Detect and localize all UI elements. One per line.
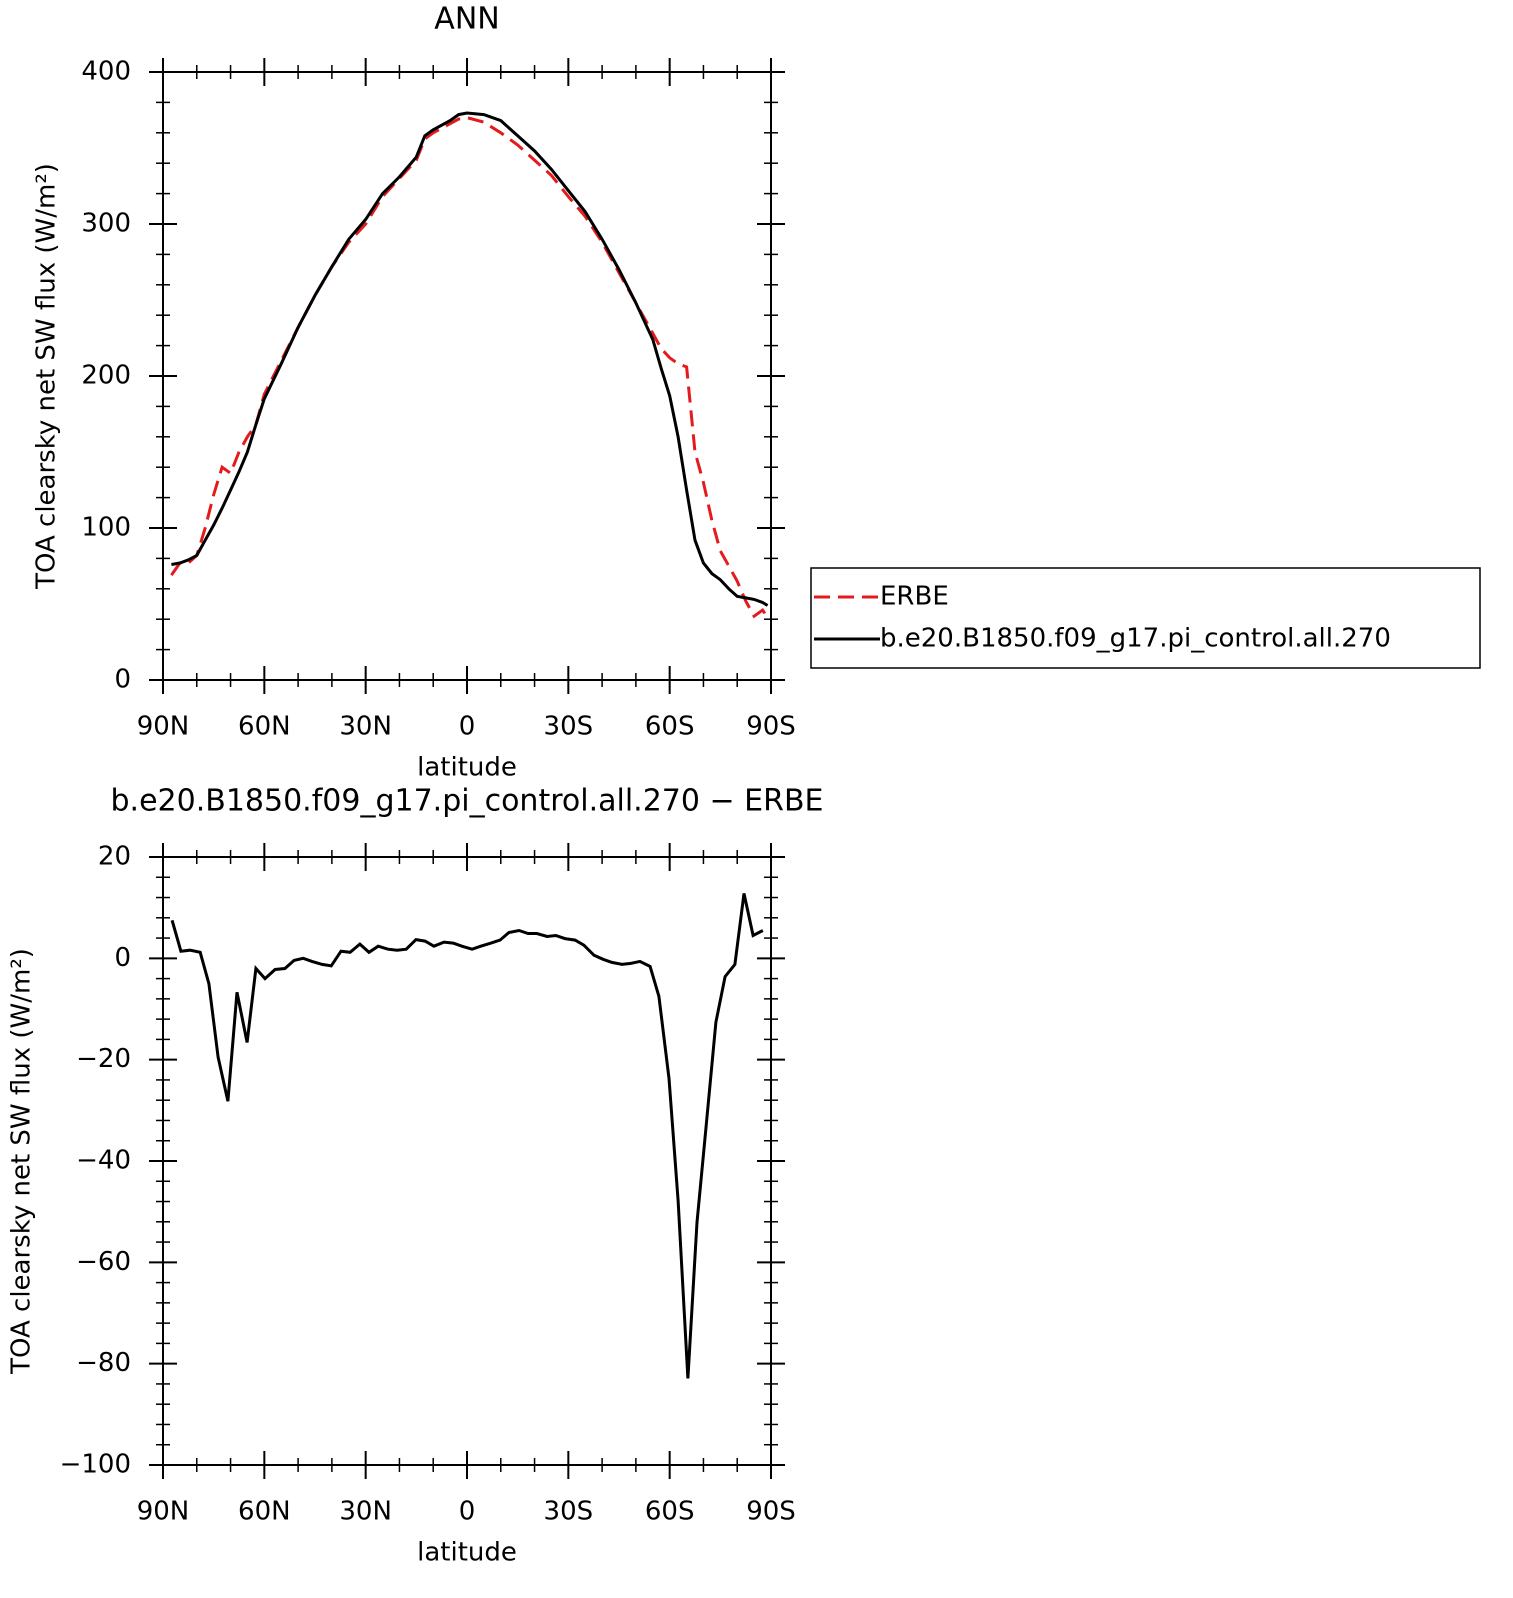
- x-tick-label: 90N: [137, 1497, 190, 1527]
- x-tick-label: 90N: [137, 712, 190, 742]
- x-axis-label: latitude: [417, 753, 517, 783]
- x-tick-label: 0: [459, 712, 476, 742]
- plot-frame: [162, 856, 772, 1466]
- x-tick-label: 30N: [339, 712, 392, 742]
- legend-label: b.e20.B1850.f09_g17.pi_control.all.270: [880, 624, 1391, 654]
- x-tick-label: 30N: [339, 1497, 392, 1527]
- y-tick-label: 300: [81, 209, 131, 239]
- x-tick-label: 90S: [746, 1497, 796, 1527]
- y-tick-label: 20: [98, 842, 131, 872]
- y-tick-label: −60: [76, 1247, 131, 1277]
- y-tick-label: −20: [76, 1044, 131, 1074]
- x-tick-label: 60N: [238, 1497, 291, 1527]
- x-tick-label: 60N: [238, 712, 291, 742]
- y-axis-label: TOA clearsky net SW flux (W/m²): [32, 163, 62, 590]
- y-tick-label: 0: [114, 943, 131, 973]
- x-tick-label: 90S: [746, 712, 796, 742]
- y-tick-label: 200: [81, 361, 131, 391]
- data-line: [170, 116, 769, 619]
- x-tick-label: 30S: [544, 1497, 594, 1527]
- y-tick-label: −40: [76, 1146, 131, 1176]
- data-line: [171, 111, 769, 607]
- y-tick-label: 100: [81, 513, 131, 543]
- legend-label: ERBE: [880, 582, 949, 612]
- x-tick-label: 30S: [544, 712, 594, 742]
- y-tick-label: 0: [114, 665, 131, 695]
- chart-title: b.e20.B1850.f09_g17.pi_control.all.270 −…: [111, 784, 824, 819]
- y-tick-label: −100: [60, 1450, 131, 1480]
- x-tick-label: 60S: [645, 712, 695, 742]
- plot-frame: [162, 71, 772, 681]
- chart-title: ANN: [434, 2, 499, 37]
- x-tick-label: 0: [459, 1497, 476, 1527]
- x-axis-label: latitude: [417, 1538, 517, 1568]
- y-axis-label: TOA clearsky net SW flux (W/m²): [7, 948, 37, 1375]
- y-tick-label: −80: [76, 1348, 131, 1378]
- data-line: [170, 893, 764, 1379]
- x-tick-label: 60S: [645, 1497, 695, 1527]
- legend-box: [810, 567, 1481, 669]
- y-tick-label: 400: [81, 57, 131, 87]
